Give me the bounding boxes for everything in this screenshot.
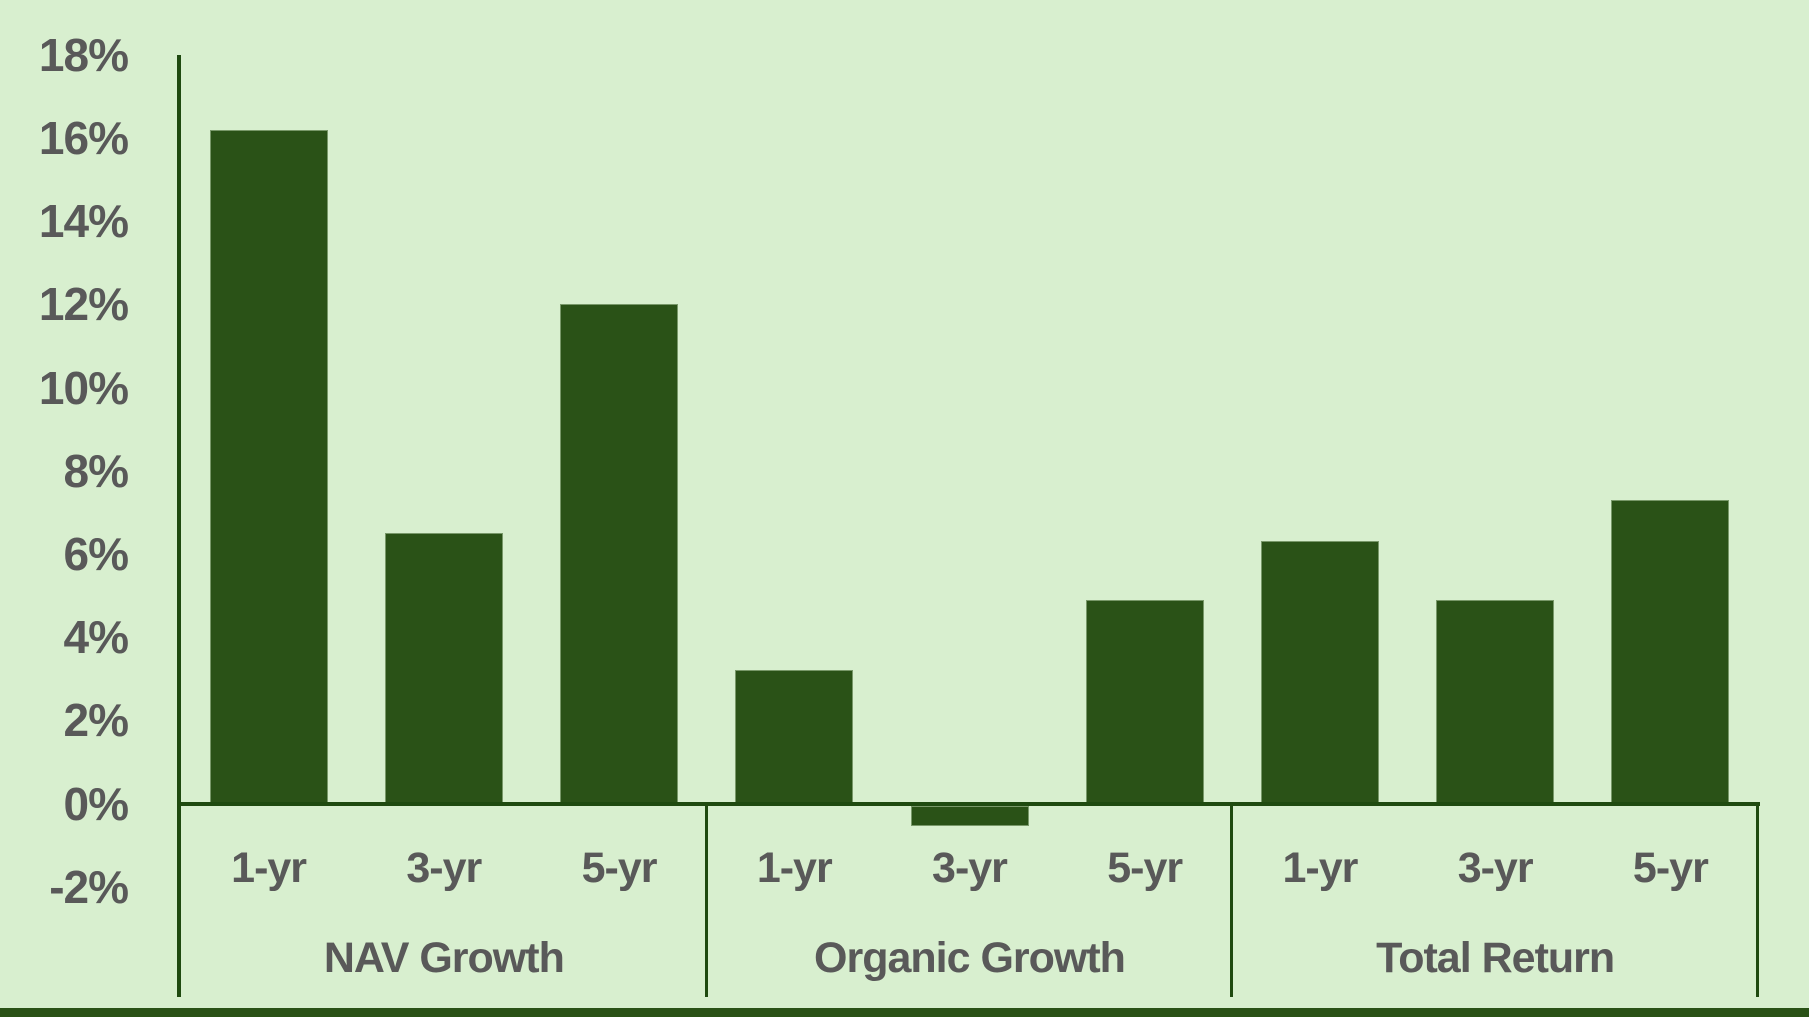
category-label: 1-yr xyxy=(231,844,307,892)
bar-nav-growth-1-yr xyxy=(209,129,328,804)
bar-organic-growth-3-yr xyxy=(910,805,1029,827)
category-label: 1-yr xyxy=(1282,844,1358,892)
bottom-border-band xyxy=(0,1008,1809,1017)
y-axis-tick-label: -2% xyxy=(49,860,129,913)
group-divider-line xyxy=(704,805,708,997)
group-label: Organic Growth xyxy=(814,934,1126,982)
y-axis-line xyxy=(177,55,181,997)
y-axis-tick-label: 6% xyxy=(63,527,129,580)
group-divider-line xyxy=(1756,805,1759,997)
y-axis-tick-label: 12% xyxy=(38,278,129,331)
group-divider-line xyxy=(1230,805,1234,997)
bar-total-return-1-yr xyxy=(1260,541,1379,804)
group-label: NAV Growth xyxy=(323,934,565,982)
y-axis-tick-label: 16% xyxy=(38,111,129,164)
category-label: 3-yr xyxy=(1457,844,1534,892)
category-label: 1-yr xyxy=(756,844,833,892)
category-label: 3-yr xyxy=(932,844,1008,892)
y-axis-tick-label: 0% xyxy=(63,777,129,830)
y-axis-tick-label: 14% xyxy=(38,195,129,248)
bar-organic-growth-1-yr xyxy=(735,670,854,804)
category-label: 5-yr xyxy=(1107,844,1183,892)
bar-total-return-5-yr xyxy=(1611,499,1730,804)
group-label: Total Return xyxy=(1376,934,1615,982)
x-axis-baseline xyxy=(177,802,1760,806)
bar-organic-growth-5-yr xyxy=(1085,599,1204,804)
y-axis-tick-label: 18% xyxy=(38,28,129,81)
category-label: 5-yr xyxy=(581,844,658,892)
y-axis-tick-label: 8% xyxy=(63,444,129,497)
y-axis-tick-label: 2% xyxy=(63,694,129,747)
bar-nav-growth-5-yr xyxy=(560,304,679,804)
y-axis-tick-label: 4% xyxy=(63,611,129,664)
y-axis-tick-label: 10% xyxy=(38,361,129,414)
category-label: 5-yr xyxy=(1632,844,1709,892)
category-label: 3-yr xyxy=(406,844,482,892)
bar-nav-growth-3-yr xyxy=(384,533,503,804)
bar-total-return-3-yr xyxy=(1436,599,1555,804)
